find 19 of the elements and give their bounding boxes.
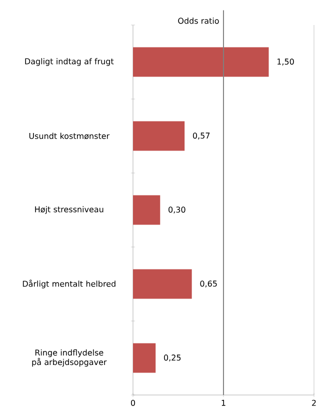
data-label: 0,25 — [164, 354, 181, 362]
bar — [132, 195, 160, 225]
data-label: 0,65 — [200, 280, 217, 288]
x-tick-label: 2 — [312, 400, 316, 406]
y-tick-label: Dagligt indtag af frugt — [25, 58, 114, 66]
ref-line-label: Odds ratio — [178, 18, 219, 24]
data-label: 1,50 — [277, 58, 294, 66]
y-tick-label: Usundt kostmønster — [29, 132, 110, 140]
bar — [132, 121, 185, 151]
bar — [132, 47, 269, 77]
x-tick-label: 0 — [130, 400, 136, 406]
y-tick-label: Dårligt mentalt helbred — [22, 280, 116, 288]
y-tick-label: Ringe indflydelse på arbejdsopgaver — [32, 349, 107, 367]
y-tick-label: Højt stressniveau — [35, 206, 104, 214]
x-tick-label: 1 — [222, 400, 226, 406]
data-label: 0,30 — [168, 206, 186, 214]
bar — [132, 343, 156, 373]
data-label: 0,57 — [192, 132, 210, 140]
bar — [132, 269, 192, 299]
